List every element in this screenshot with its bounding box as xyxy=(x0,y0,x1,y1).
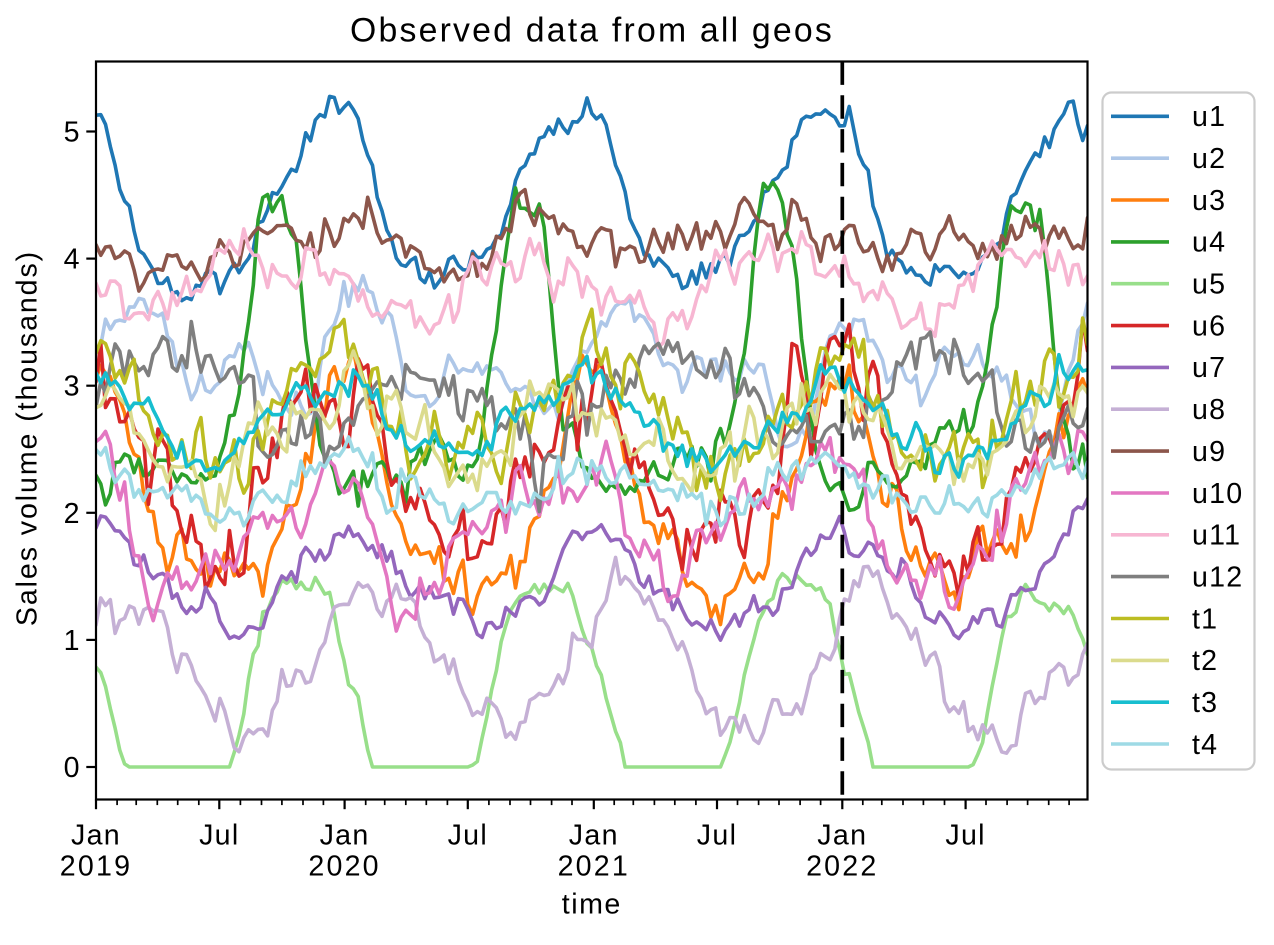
svg-text:u12: u12 xyxy=(1192,561,1243,593)
svg-text:Jan: Jan xyxy=(817,820,867,852)
svg-text:Jan: Jan xyxy=(71,820,121,852)
svg-text:Jul: Jul xyxy=(199,820,239,852)
svg-text:Jul: Jul xyxy=(448,820,488,852)
svg-text:u2: u2 xyxy=(1192,143,1226,175)
svg-text:Jul: Jul xyxy=(945,820,985,852)
svg-text:Jan: Jan xyxy=(320,820,370,852)
svg-text:u3: u3 xyxy=(1192,185,1226,217)
svg-text:2022: 2022 xyxy=(806,851,878,883)
svg-text:u4: u4 xyxy=(1192,227,1226,259)
svg-text:u5: u5 xyxy=(1192,269,1226,301)
svg-text:u1: u1 xyxy=(1192,101,1226,133)
svg-text:1: 1 xyxy=(64,625,80,657)
svg-text:2020: 2020 xyxy=(308,851,380,883)
svg-text:time: time xyxy=(562,889,622,921)
svg-text:t4: t4 xyxy=(1192,729,1218,761)
svg-text:u10: u10 xyxy=(1192,478,1243,510)
svg-text:u8: u8 xyxy=(1192,394,1226,426)
svg-text:2: 2 xyxy=(64,498,80,530)
svg-text:t2: t2 xyxy=(1192,645,1218,677)
svg-text:Jul: Jul xyxy=(697,820,737,852)
svg-text:3: 3 xyxy=(64,371,80,403)
svg-text:2021: 2021 xyxy=(558,851,630,883)
svg-text:u6: u6 xyxy=(1192,310,1226,342)
svg-text:Observed data from all geos: Observed data from all geos xyxy=(350,12,834,50)
svg-text:0: 0 xyxy=(64,752,80,784)
svg-text:u7: u7 xyxy=(1192,352,1226,384)
svg-text:t1: t1 xyxy=(1192,603,1218,635)
svg-text:u11: u11 xyxy=(1192,520,1241,552)
svg-text:Jan: Jan xyxy=(569,820,619,852)
svg-text:2019: 2019 xyxy=(60,851,132,883)
svg-text:4: 4 xyxy=(64,244,80,276)
svg-text:u9: u9 xyxy=(1192,436,1226,468)
svg-text:t3: t3 xyxy=(1192,687,1218,719)
svg-text:Sales volume (thousands): Sales volume (thousands) xyxy=(12,250,44,626)
svg-text:5: 5 xyxy=(64,117,80,149)
